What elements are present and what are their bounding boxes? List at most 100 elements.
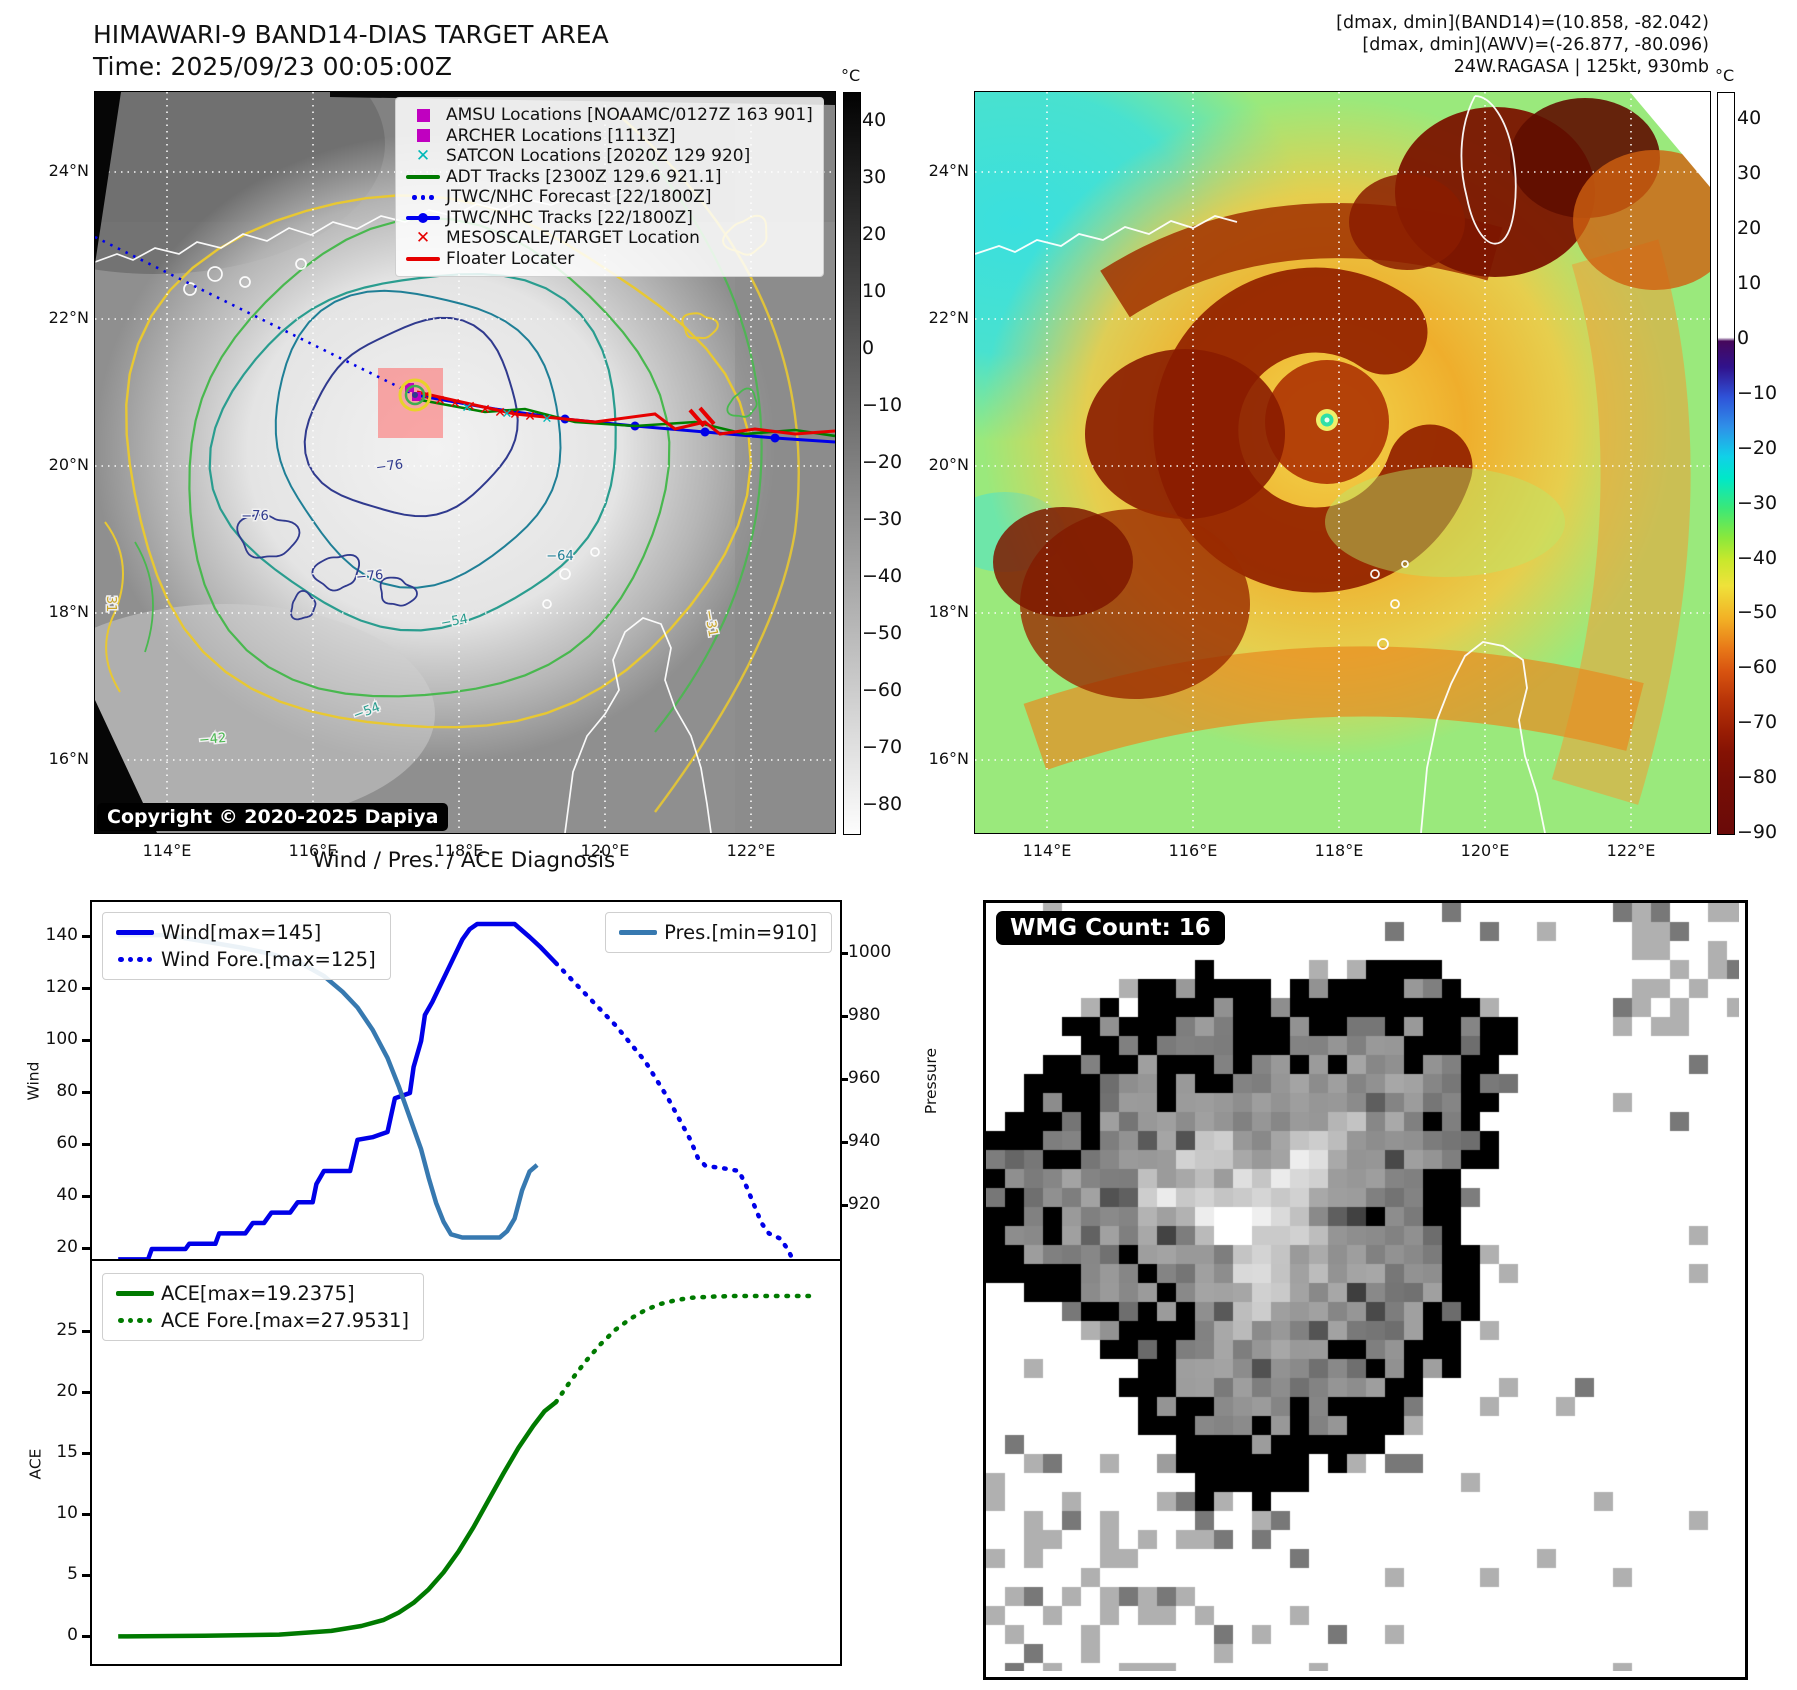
legend-marker-dotted: [109, 1317, 161, 1324]
chart-tick-label: 1000: [848, 942, 892, 962]
copyright-badge: Copyright © 2020-2025 Dapiya: [97, 803, 449, 831]
dot-marker: [146, 956, 152, 963]
legend-item: Floater Locater: [400, 249, 813, 270]
colorbar-tick-label: −30: [1737, 491, 1778, 514]
axis-tick: [82, 987, 90, 990]
floater-track: [416, 390, 835, 436]
coldest-blob: [993, 507, 1133, 617]
square-marker: [416, 129, 430, 143]
legend-item: ADT Tracks [2300Z 129.6 921.1]: [400, 167, 813, 188]
legend-marker-line-dot: [400, 212, 446, 223]
swath-edge-wedge-topleft: [95, 92, 121, 264]
colorbar-tick-label: 10: [862, 279, 887, 302]
legend-item: ✕ MESOSCALE/TARGET Location: [400, 228, 813, 249]
contour-line: [290, 589, 317, 621]
chart-tick-label: 80: [56, 1081, 78, 1101]
x-marker: ✕: [415, 145, 431, 166]
series-wind-solid: [118, 921, 558, 1261]
legend-marker-line: [400, 256, 446, 261]
colorbar-tick-label: −50: [1737, 601, 1778, 624]
lon-tick-label: 114°E: [142, 841, 192, 860]
legend-item-label: Floater Locater: [446, 248, 575, 269]
legend-item: Wind Fore.[max=125]: [109, 946, 376, 973]
ace-legend: ACE[max=19.2375] ACE Fore.[max=27.9531]: [102, 1273, 425, 1341]
left-map-legend: AMSU Locations [NOAAMC/0127Z 163 901] ARC…: [395, 97, 824, 277]
dot-marker: [146, 1317, 152, 1324]
colorbar-tick-label: 40: [1737, 107, 1762, 130]
legend-item: ARCHER Locations [1113Z]: [400, 126, 813, 147]
svg-text:✕: ✕: [479, 402, 491, 418]
legend-marker-x: ✕: [400, 145, 446, 166]
legend-item: ACE Fore.[max=27.9531]: [109, 1307, 409, 1334]
legend-item-label: SATCON Locations [2020Z 129 920]: [446, 146, 751, 167]
left-colorbar-unit: °C: [841, 66, 861, 85]
colorbar-tick-label: 10: [1737, 272, 1762, 295]
lat-tick-label: 24°N: [48, 161, 89, 180]
chart-tick-label: 980: [848, 1005, 881, 1025]
lon-tick-label: 118°E: [434, 841, 484, 860]
swath-edge-wedge-bottomleft: [95, 700, 157, 833]
chart-tick-label: 140: [45, 925, 78, 945]
graticule: [975, 92, 1710, 833]
line-marker: [116, 930, 154, 935]
chart-tick-label: 5: [67, 1564, 78, 1584]
legend-marker-square: [400, 108, 446, 122]
lat-tick-label: 22°N: [928, 308, 969, 327]
legend-item: ACE[max=19.2375]: [109, 1280, 409, 1307]
pressure-axis-label: Pressure: [922, 1047, 941, 1115]
header-line: 24W.RAGASA | 125kt, 930mb: [1453, 57, 1709, 77]
dot-marker: [118, 1317, 124, 1324]
legend-item-label: MESOSCALE/TARGET Location: [446, 228, 700, 249]
legend-marker-solid: [109, 1291, 161, 1296]
contour-line: [681, 312, 719, 340]
lon-tick-label: 114°E: [1022, 841, 1072, 860]
x-marker: ✕: [415, 227, 431, 248]
axis-tick: [82, 1143, 90, 1146]
storm-eye: [1316, 409, 1338, 431]
storm-eye-rings: [398, 378, 432, 412]
wmg-count-badge: WMG Count: 16: [996, 911, 1225, 945]
legend-item-label: ADT Tracks [2300Z 129.6 921.1]: [446, 166, 722, 187]
colorbar-tick-label: −80: [1737, 766, 1778, 789]
series-pressure-solid: [118, 932, 539, 1240]
chart-tick-label: 100: [45, 1029, 78, 1049]
legend-item-label: ACE[max=19.2375]: [161, 1282, 355, 1305]
colorbar-tick-label: −90: [1737, 821, 1778, 843]
legend-marker-solid: [612, 930, 664, 935]
colorbar-tick-label: 30: [1737, 162, 1762, 185]
lat-tick-label: 20°N: [928, 455, 969, 474]
chart-tick-label: 60: [56, 1133, 78, 1153]
contour-label: −42: [198, 731, 227, 748]
lat-tick-label: 16°N: [928, 749, 969, 768]
north-cold-blob: [1349, 174, 1465, 270]
colorbar-tick-label: −60: [1737, 656, 1778, 679]
colorbar-tick-label: −40: [862, 564, 903, 587]
contour-line: [726, 387, 758, 418]
contour-line: [303, 316, 519, 518]
colorbar-tick-label: 0: [862, 336, 875, 359]
series-ace-dotted: [553, 1293, 820, 1405]
lon-tick-label: 120°E: [580, 841, 630, 860]
satcon-x-markers: ✕ ✕ ✕: [462, 401, 553, 427]
header-line: [dmax, dmin](BAND14)=(10.858, -82.042): [1336, 13, 1709, 33]
diagnosis-title: Wind / Pres. / ACE Diagnosis: [312, 848, 616, 873]
colorbar-tick-label: −20: [862, 450, 903, 473]
colorbar-tick-label: −60: [862, 678, 903, 701]
colorbar-tick-label: −10: [1737, 381, 1778, 404]
cloud-streak: [95, 604, 435, 824]
lat-tick-label: 16°N: [48, 749, 89, 768]
axis-tick: [840, 952, 848, 955]
left-map-panel: ✕ ✕ ✕ ✕ ✕ ✕ ✕ ✕ ✕ ✕ ✕ −76 −76 −76 −64 −54 −54 −42 −31 31…: [94, 91, 836, 834]
legend-item-label: JTWC/NHC Tracks [22/1800Z]: [446, 207, 693, 228]
legend-item-label: Pres.[min=910]: [664, 921, 817, 944]
lon-tick-label: 116°E: [1168, 841, 1218, 860]
line-marker: [116, 1291, 154, 1296]
colorbar-tick-label: −50: [862, 621, 903, 644]
contour-label: −54: [440, 612, 470, 632]
contour-line: [379, 576, 418, 607]
legend-marker-solid: [109, 930, 161, 935]
lon-tick-label: 120°E: [1460, 841, 1510, 860]
ace-plot: [118, 1293, 820, 1639]
legend-marker-square: [400, 129, 446, 143]
